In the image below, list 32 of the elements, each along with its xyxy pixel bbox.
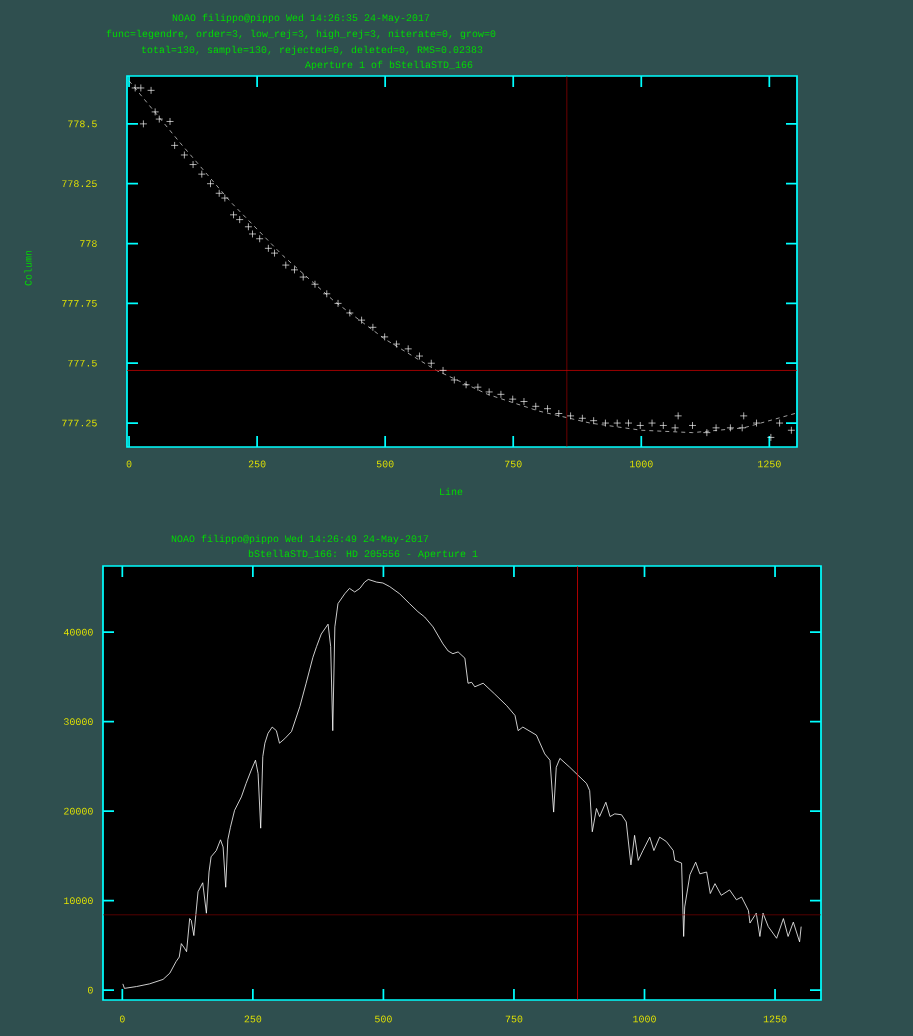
x-tick-label: 1250 (758, 460, 781, 468)
y-tick-label: 777.5 (68, 359, 97, 367)
x-tick-label: 0 (119, 1015, 125, 1023)
y-tick-label: 30000 (64, 718, 93, 726)
y-tick-label: 778 (80, 240, 97, 247)
y-tick-label: 778.5 (68, 120, 97, 128)
text: func=legendre, order=3, low_rej=3, high_rej=3, niterate=0, grow=0 (106, 29, 496, 40)
text: total=130, sample=130, rejected=0, deleted=0, RMS=0.02383 (141, 45, 483, 56)
x-tick-label: 750 (505, 1015, 523, 1023)
x-tick-label: 0 (126, 460, 132, 468)
x-tick-label: 250 (244, 1015, 262, 1023)
x-axis-title: Line (440, 487, 463, 496)
y-tick-label: 20000 (64, 807, 93, 815)
y-tick-label: 10000 (64, 897, 93, 905)
x-tick-label: 500 (376, 460, 394, 468)
chart-title: bStellaSTD_166: HD 205556 - Aperture 1 (248, 549, 478, 560)
y-axis-title: Column (24, 250, 32, 286)
x-tick-label: 750 (504, 460, 522, 468)
x-tick-label: 1250 (763, 1015, 787, 1023)
y-tick-label: 778.25 (62, 180, 97, 188)
x-tick-label: 1000 (630, 460, 653, 468)
line-series (122, 579, 802, 989)
y-tick-label: 777.75 (62, 300, 97, 307)
y-tick-label: 40000 (63, 628, 93, 636)
text: NOAO filippo@pippo Wed 14:26:49 24-May-2017 (171, 534, 429, 545)
y-tick-label: 0 (88, 986, 93, 994)
x-tick-label: 500 (375, 1015, 392, 1023)
x-tick-label: 1000 (633, 1015, 656, 1023)
chart-title: Aperture 1 of bStellaSTD_166 (304, 60, 473, 71)
y-tick-label: 777.25 (62, 419, 97, 427)
text: NOAO filippo@pippo Wed 14:26:35 24-May-2017 (172, 13, 430, 24)
x-tick-label: 250 (248, 460, 266, 468)
